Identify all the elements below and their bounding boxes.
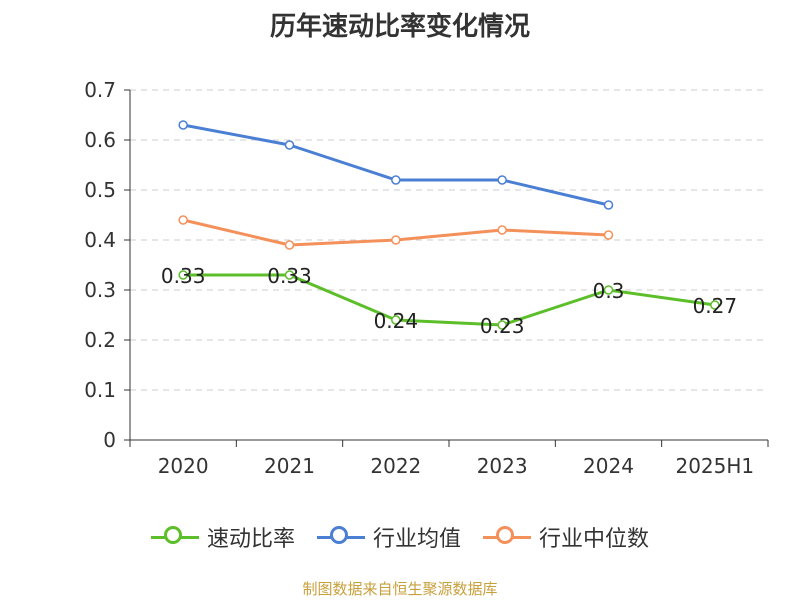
data-source-note: 制图数据来自恒生聚源数据库 [302,580,498,598]
legend-label-quick-ratio: 速动比率 [206,527,295,552]
legend-label-industry-mean: 行业均值 [372,527,461,552]
y-tick-label: 0 [103,428,116,452]
legend-swatch-quick-ratio [150,525,199,549]
data-label: 0.33 [267,264,312,288]
data-label: 0.27 [693,294,738,318]
data-label: 0.24 [374,309,419,333]
y-tick-label: 0.4 [84,228,116,252]
y-tick-label: 0.7 [84,78,116,102]
data-label: 0.3 [593,279,625,303]
y-tick-label: 0.2 [84,328,116,352]
series-line [183,273,716,327]
legend-label-industry-median: 行业中位数 [539,527,650,552]
y-tick-label: 0.5 [84,178,116,202]
x-tick-label: 2024 [583,454,634,478]
legend-swatch-industry-median [483,525,531,549]
x-tick-label: 2023 [477,454,528,478]
x-tick-label: 2020 [158,454,209,478]
data-point [603,285,614,295]
chart-title: 历年速动比率变化情况 [269,12,530,42]
data-point [603,230,614,240]
data-point [497,320,507,330]
legend-item-industry-mean[interactable]: 行业均值 [316,521,461,553]
y-tick-label: 0.6 [84,128,116,152]
data-point [178,215,188,225]
y-tick-label: 0.1 [84,378,116,402]
data-point [284,240,295,250]
series-line [182,123,609,207]
x-tick-label: 2025H1 [675,454,754,478]
legend-item-quick-ratio[interactable]: 速动比率 [150,521,295,553]
data-point [284,140,295,150]
data-point [284,270,295,280]
data-point [178,270,188,280]
data-point [603,200,614,210]
data-point [391,235,401,245]
data-point [497,225,507,235]
legend: 速动比率 行业均值 行业中位数 [0,520,800,554]
x-tick-label: 2022 [370,454,421,478]
data-point [497,175,507,185]
x-tick-label: 2021 [264,454,315,478]
legend-swatch-industry-mean [316,525,365,549]
data-point [391,175,401,185]
data-label: 0.33 [161,264,206,288]
data-point [391,315,401,325]
data-point [178,120,188,130]
legend-item-industry-median[interactable]: 行业中位数 [483,521,649,553]
data-label: 0.23 [480,314,525,338]
data-point [710,300,720,310]
y-tick-label: 0.3 [84,278,116,302]
